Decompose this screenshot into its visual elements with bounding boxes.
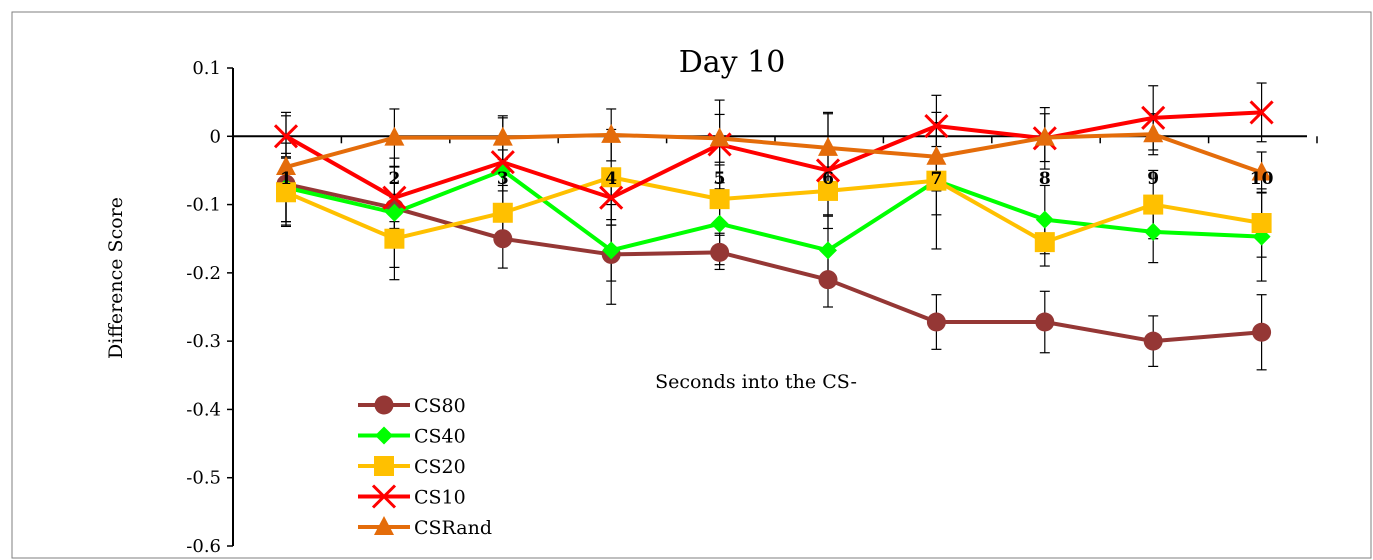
data-point-cs40 [710, 214, 729, 233]
series-cs20 [276, 167, 1272, 253]
data-point-cs40 [385, 203, 404, 222]
data-point-cs20 [709, 189, 730, 210]
x-tick-label: 4 [605, 169, 617, 189]
data-point-csrand [1251, 161, 1272, 181]
legend-marker-cs40 [375, 426, 393, 445]
legend: CS80 CS40 CS20 CS10 CSRand [358, 395, 492, 539]
legend-label-csrand: CSRand [414, 517, 492, 539]
data-point-cs20 [1034, 232, 1055, 253]
series-group [273, 100, 1274, 351]
data-point-cs80 [818, 270, 838, 290]
legend-item-cs10: CS10 [358, 484, 466, 509]
x-tick-label: 8 [1039, 169, 1051, 189]
legend-item-csrand: CSRand [358, 516, 492, 539]
legend-item-cs40: CS40 [358, 426, 466, 448]
data-point-cs80 [1143, 331, 1163, 351]
x-tick-label: 3 [497, 169, 509, 189]
y-tick-label: -0.6 [186, 536, 221, 557]
x-tick-label: 1 [280, 169, 292, 189]
data-point-cs10 [273, 124, 299, 149]
data-point-cs80 [1035, 312, 1055, 332]
data-point-csrand [601, 123, 622, 143]
data-point-cs10 [1141, 105, 1166, 130]
data-point-cs80 [1252, 322, 1272, 342]
data-point-cs40 [819, 241, 837, 260]
series-line-cs40 [285, 168, 1262, 253]
series-line-cs20 [285, 175, 1262, 245]
x-tick-label: 2 [388, 169, 400, 189]
data-point-cs20 [384, 228, 405, 249]
y-tick-label: 0.1 [192, 58, 221, 79]
legend-marker-cs10 [371, 484, 397, 509]
legend-marker-cs20 [374, 456, 394, 476]
data-point-cs10 [924, 113, 949, 139]
data-point-cs20 [818, 180, 838, 201]
legend-item-cs20: CS20 [358, 456, 466, 478]
x-tick-label: 10 [1250, 169, 1274, 189]
y-tick-label: -0.1 [186, 195, 221, 216]
x-axis-label: Seconds into the CS- [655, 371, 857, 393]
data-point-cs20 [492, 202, 513, 223]
data-point-csrand [1034, 126, 1055, 146]
chart-frame [11, 11, 1372, 559]
legend-marker-cs80 [374, 395, 394, 415]
data-point-csrand [384, 126, 405, 146]
legend-label-cs40: CS40 [414, 426, 466, 448]
y-tick-label: -0.5 [186, 468, 221, 489]
chart-title: Day 10 [679, 45, 786, 80]
data-point-cs10 [1249, 100, 1274, 125]
legend-marker-csrand [374, 516, 394, 535]
data-point-cs40 [602, 241, 621, 260]
legend-label-cs10: CS10 [414, 487, 466, 509]
data-point-cs20 [601, 167, 622, 188]
data-point-csrand [276, 156, 296, 176]
data-point-cs10 [490, 150, 515, 175]
data-point-cs80 [493, 229, 513, 249]
data-point-csrand [818, 136, 838, 156]
data-point-cs20 [276, 182, 296, 203]
y-axis-label: Difference Score [105, 197, 127, 359]
x-tick-labels: 1 2 3 4 5 6 7 8 9 10 [280, 169, 1274, 189]
y-tick-label: 0 [210, 126, 221, 147]
data-point-cs80 [926, 312, 946, 332]
data-point-cs10 [599, 185, 624, 210]
x-tick-label: 5 [714, 169, 726, 189]
y-tick-label: -0.2 [186, 263, 221, 284]
data-point-cs40 [1144, 222, 1163, 241]
y-tick-label: -0.3 [186, 331, 221, 352]
series-csrand [276, 123, 1272, 181]
data-point-cs10 [815, 158, 841, 183]
legend-label-cs80: CS80 [414, 395, 466, 417]
data-point-cs80 [710, 242, 730, 262]
series-line-cs10 [285, 110, 1262, 200]
data-point-csrand [709, 127, 730, 147]
data-point-csrand [492, 126, 513, 146]
data-point-csrand [926, 145, 947, 165]
data-point-cs20 [1251, 213, 1272, 234]
x-tick-label: 9 [1147, 169, 1159, 189]
data-point-cs20 [926, 170, 947, 191]
x-tick-label: 6 [822, 169, 834, 189]
x-tick-label: 7 [930, 169, 942, 189]
series-line-cs80 [285, 182, 1262, 344]
data-point-cs40 [1035, 210, 1054, 229]
series-line-csrand [285, 132, 1263, 175]
legend-label-cs20: CS20 [414, 456, 466, 478]
data-point-csrand [1143, 123, 1164, 143]
legend-item-cs80: CS80 [358, 395, 466, 417]
data-point-cs20 [1143, 194, 1164, 215]
y-tick-label: -0.4 [186, 399, 221, 420]
data-point-cs10 [382, 185, 407, 210]
